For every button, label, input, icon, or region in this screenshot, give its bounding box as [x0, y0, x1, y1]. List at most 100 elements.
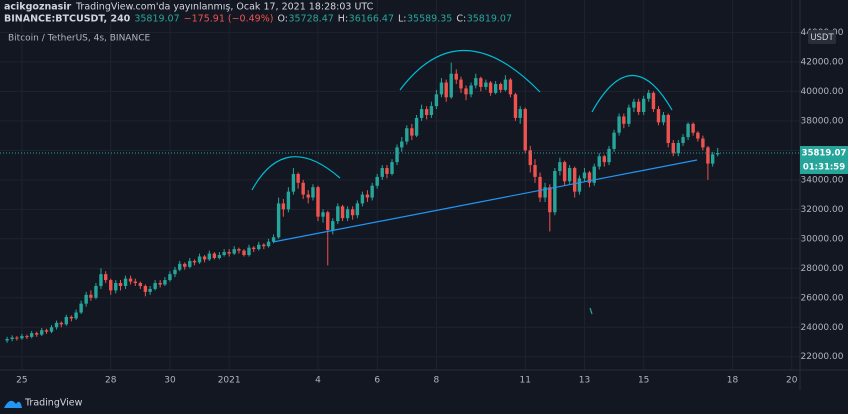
price-tag: [800, 146, 848, 161]
candle-body: [118, 283, 123, 286]
candle-body: [498, 84, 503, 90]
candle-body: [365, 194, 370, 198]
candle-body: [656, 109, 661, 123]
candle-body: [197, 256, 202, 263]
candle-body: [222, 252, 226, 256]
x-tick-label: 8: [434, 376, 440, 386]
candle-body: [212, 253, 217, 258]
candle-body: [79, 303, 83, 313]
candle-body: [286, 191, 291, 210]
candle-body: [636, 101, 641, 113]
candle-body: [183, 263, 187, 267]
candle-body: [20, 336, 24, 339]
candle-body: [715, 153, 720, 155]
y-tick-label: 38000.00: [801, 116, 844, 126]
ohlc-label: L:: [398, 14, 407, 25]
candle-body: [385, 168, 389, 174]
candle-body: [321, 212, 325, 217]
candle-body: [533, 165, 537, 177]
candle-body: [513, 94, 518, 118]
candle-body: [84, 294, 88, 304]
candle-body: [488, 82, 493, 93]
candle-body: [5, 339, 9, 341]
candle-body: [410, 128, 414, 136]
candle-body: [651, 92, 656, 110]
candle-body: [242, 250, 246, 256]
candle-body: [691, 123, 695, 133]
candle-body: [632, 101, 636, 108]
candle-body: [306, 194, 310, 198]
candle-body: [311, 187, 315, 198]
axes: 22000.00 24000.00 26000.00 28000.00 30000.00…: [16, 28, 848, 386]
candle-body: [710, 154, 715, 164]
candle-body: [54, 322, 59, 328]
candle-body: [123, 278, 128, 286]
candle-body: [163, 280, 167, 285]
candle-body: [607, 148, 611, 163]
candle-body: [94, 285, 98, 298]
candle-body: [390, 162, 394, 174]
candle-body: [587, 172, 592, 183]
candle-body: [671, 142, 675, 154]
y-tick-label: 32000.00: [801, 205, 844, 215]
ohlc-label: O:: [277, 14, 288, 25]
published: TradingView.com'da yayınlanmış, Ocak 17,…: [75, 2, 374, 13]
candle-body: [59, 322, 63, 325]
symbol-line: BINANCE:BTCUSDT, 240 35819.07 −175.91 (−0.…: [4, 14, 512, 25]
countdown: 01:31:59: [803, 163, 845, 173]
x-tick-label: 11: [520, 376, 531, 386]
ohlc-label: H:: [338, 14, 348, 25]
candle-body: [360, 194, 365, 204]
candle-body: [207, 253, 212, 260]
candles: [0, 62, 800, 343]
candle-body: [202, 256, 207, 260]
ohlc-label: C:: [456, 14, 466, 25]
candle-body: [237, 249, 241, 251]
candle-body: [567, 168, 572, 182]
candle-body: [74, 312, 78, 319]
candle-body: [577, 178, 582, 192]
candle-body: [109, 280, 113, 291]
candle-body: [641, 98, 646, 113]
currency-box: [808, 30, 836, 44]
candle-body: [484, 82, 488, 87]
candle-body: [281, 203, 286, 210]
candle-body: [331, 221, 335, 230]
symbol: BINANCE:BTCUSDT, 240: [4, 14, 131, 25]
candle-body: [518, 109, 522, 118]
candle-body: [301, 182, 305, 195]
y-tick-label: 30000.00: [801, 234, 844, 244]
candle-body: [543, 187, 547, 198]
candle-body: [548, 187, 552, 213]
candle-body: [676, 142, 681, 154]
candle-body: [597, 156, 601, 167]
y-tick-label: 34000.00: [801, 175, 844, 185]
ohlc-value: 36166.47: [349, 14, 394, 25]
candle-body: [276, 203, 281, 238]
x-tick-label: 13: [579, 376, 590, 386]
candle-body: [647, 92, 651, 99]
candle-body: [582, 172, 587, 179]
candle-body: [168, 274, 172, 281]
candle-body: [558, 162, 562, 171]
candle-body: [271, 237, 276, 242]
candle-body: [326, 212, 330, 230]
candle-body: [449, 73, 453, 98]
candle-body: [429, 106, 434, 115]
candle-body: [686, 123, 690, 138]
candle-body: [701, 138, 705, 148]
candle-body: [262, 244, 266, 247]
arc-head: [399, 49, 541, 93]
candle-body: [128, 278, 133, 282]
candle-body: [153, 283, 157, 289]
candle-body: [227, 252, 231, 254]
candle-body: [493, 84, 498, 93]
author: acikgoznasir: [4, 2, 72, 13]
candle-body: [681, 137, 685, 143]
candle-body: [454, 73, 458, 80]
candle-body: [602, 156, 606, 163]
ohlc-value: 35589.35: [407, 14, 452, 25]
candle-body: [459, 79, 463, 89]
candle-body: [503, 79, 508, 90]
